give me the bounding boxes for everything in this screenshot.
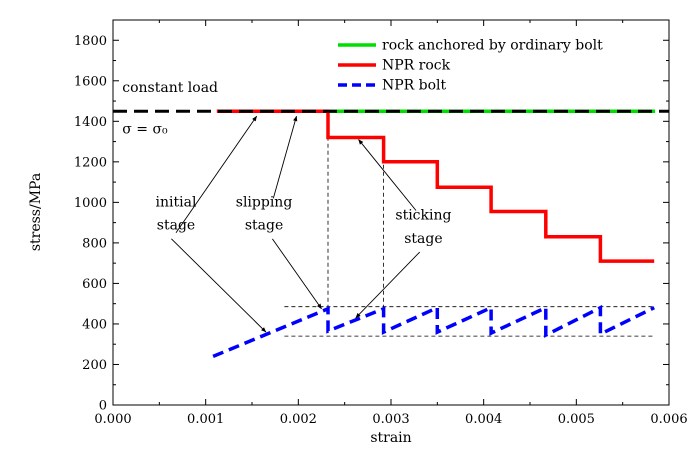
legend-label-npr-rock: NPR rock [382,58,451,74]
annotation-arrow [175,115,258,234]
y-tick-label: 600 [82,277,107,292]
annotation-stage: stage [404,231,442,247]
y-axis-label: stress/MPa [28,173,44,251]
axis-ticks: 0.000 0.001 0.002 0.003 0.004 0.005 0.006 0 200 4… [74,20,688,427]
annotation-slipping: slipping [236,194,293,210]
annotation-arrow [355,251,421,319]
legend: rock anchored by ordinary bolt NPR rock NP… [338,38,603,94]
annotation-stage: stage [245,218,283,234]
annotation-sticking: sticking [395,208,451,224]
y-tick-label: 1800 [74,34,107,49]
series-npr-bolt [212,304,655,359]
annotation-stage: stage [157,218,195,234]
y-tick-label: 0 [99,399,107,414]
annotation-constant-load: constant load [122,80,218,96]
x-tick-label: 0.000 [94,412,131,427]
guide-lines [284,111,656,337]
annotation-arrow [171,238,267,333]
y-tick-label: 200 [82,358,107,373]
x-tick-label: 0.003 [372,412,409,427]
y-tick-label: 400 [82,317,107,332]
annotation-arrow [272,238,322,310]
y-tick-label: 800 [82,236,107,251]
legend-label-rock-anchored-by-ordinary-bolt: rock anchored by ordinary bolt [382,38,603,54]
y-tick-label: 1400 [74,115,107,130]
y-tick-label: 1200 [74,155,107,170]
legend-label-npr-bolt: NPR bolt [382,78,447,94]
x-tick-label: 0.005 [558,412,595,427]
annotation-arrow [272,115,298,199]
annotation-arrow [358,139,417,211]
y-tick-label: 1000 [74,196,107,211]
x-tick-label: 0.004 [465,412,502,427]
x-axis-label: strain [370,430,411,446]
y-tick-label: 1600 [74,74,107,89]
annotation-: σ = σ₀ [122,121,168,137]
x-tick-label: 0.001 [187,412,224,427]
x-tick-label: 0.006 [650,412,687,427]
annotations: constant load σ = σ₀ initial stage slipping s… [122,80,452,333]
annotation-initial: initial [156,194,197,210]
x-tick-label: 0.002 [280,412,317,427]
series-npr-rock [216,109,655,263]
